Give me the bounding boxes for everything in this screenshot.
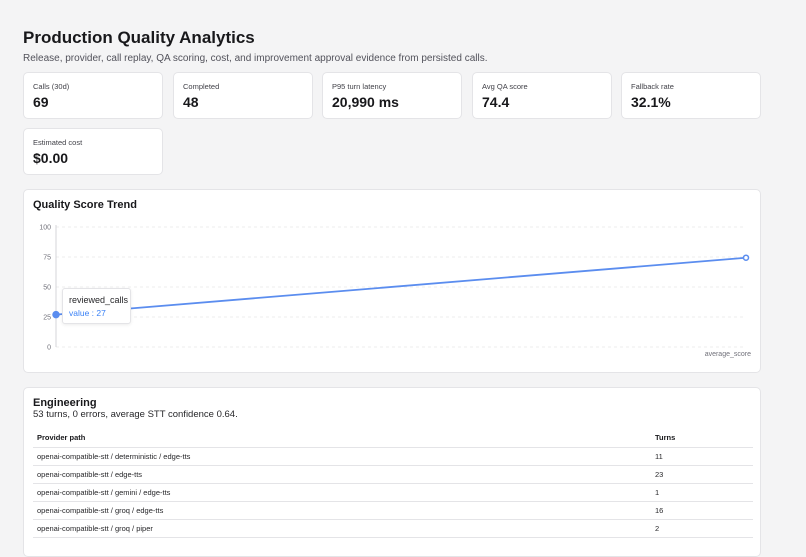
metric-value: 32.1%	[631, 94, 671, 110]
metric-label: Calls (30d)	[33, 82, 70, 91]
y-tick-label: 25	[43, 315, 51, 322]
cell-provider-path: openai-compatible-stt / groq / edge-tts	[33, 501, 651, 520]
cell-turns: 11	[651, 447, 753, 466]
column-header-provider-path: Provider path	[33, 429, 651, 448]
metric-value: $0.00	[33, 150, 69, 166]
table-row: openai-compatible-stt / groq / edge-tts …	[33, 501, 753, 520]
x-tick-label: average_score	[705, 351, 751, 358]
cell-turns: 16	[651, 501, 753, 520]
panel-title: Engineering	[33, 397, 97, 409]
metric-label: Fallback rate	[631, 82, 674, 91]
quality-trend-panel: Quality Score Trend 0 25 50 75 100 average_sc…	[23, 189, 761, 373]
y-tick-label: 100	[39, 225, 51, 232]
tooltip-value: value : 27	[69, 308, 106, 318]
engineering-summary: 53 turns, 0 errors, average STT confiden…	[33, 409, 238, 420]
y-tick-label: 50	[43, 285, 51, 292]
metric-label: Completed	[183, 82, 220, 91]
provider-table: Provider path Turns openai-compatible-st…	[33, 429, 753, 538]
cell-turns: 2	[651, 519, 753, 538]
metric-card-cost: Estimated cost $0.00	[23, 128, 163, 175]
data-point	[742, 254, 750, 261]
table-header-row: Provider path Turns	[33, 429, 753, 448]
column-header-turns: Turns	[651, 429, 753, 448]
metric-card-completed: Completed 48	[173, 72, 313, 119]
cell-turns: 1	[651, 483, 753, 502]
metric-card-calls: Calls (30d) 69	[23, 72, 163, 119]
chart-tooltip: reviewed_calls value : 27	[62, 288, 131, 324]
series-line	[55, 256, 747, 316]
metric-value: 69	[33, 94, 49, 110]
metric-card-fallback: Fallback rate 32.1%	[621, 72, 761, 119]
table-row: openai-compatible-stt / deterministic / …	[33, 447, 753, 466]
table-row: openai-compatible-stt / groq / piper 2	[33, 519, 753, 538]
page-subtitle: Release, provider, call replay, QA scori…	[23, 53, 488, 64]
page-title: Production Quality Analytics	[23, 28, 255, 47]
data-point	[52, 310, 60, 319]
tooltip-series-name: reviewed_calls	[69, 295, 129, 305]
quality-trend-chart: 0 25 50 75 100 average_score	[39, 225, 751, 359]
metric-label: P95 turn latency	[332, 82, 387, 91]
cell-turns: 23	[651, 465, 753, 484]
table-row: openai-compatible-stt / edge-tts 23	[33, 465, 753, 484]
table-row: openai-compatible-stt / gemini / edge-tt…	[33, 483, 753, 502]
metric-value: 48	[183, 94, 199, 110]
engineering-panel: Engineering 53 turns, 0 errors, average …	[23, 387, 761, 557]
page-header: Production Quality Analytics Release, pr…	[23, 28, 761, 65]
metric-card-latency: P95 turn latency 20,990 ms	[322, 72, 462, 119]
cell-provider-path: openai-compatible-stt / edge-tts	[33, 465, 651, 484]
metric-value: 20,990 ms	[332, 94, 399, 110]
y-tick-label: 0	[47, 345, 51, 352]
cell-provider-path: openai-compatible-stt / deterministic / …	[33, 447, 651, 466]
panel-title: Quality Score Trend	[33, 199, 137, 211]
metric-label: Estimated cost	[33, 138, 83, 147]
y-tick-label: 75	[43, 255, 51, 262]
metric-label: Avg QA score	[482, 82, 528, 91]
metric-card-qa-score: Avg QA score 74.4	[472, 72, 612, 119]
metric-value: 74.4	[482, 94, 510, 110]
cell-provider-path: openai-compatible-stt / groq / piper	[33, 519, 651, 538]
cell-provider-path: openai-compatible-stt / gemini / edge-tt…	[33, 483, 651, 502]
